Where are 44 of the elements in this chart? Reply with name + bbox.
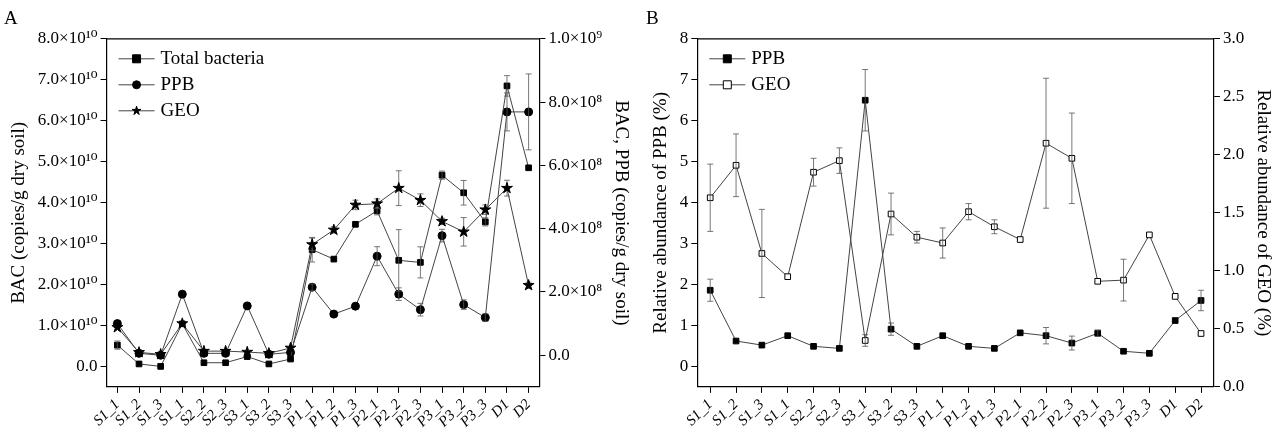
y2-axis-title: Relative abundance of GEO (%) [1252,89,1275,337]
y2-tick-label: 1.0×10⁹ [548,28,603,48]
y-tick-label: 7 [679,69,689,89]
y-tick-label: 0 [679,355,689,375]
y2-tick-label: 2.0×10⁸ [548,281,603,301]
y-tick-label: 6 [679,110,689,130]
y-tick-label: 8.0×10¹⁰ [37,28,98,48]
legend-label: PPB [751,46,786,68]
y-tick-label: 5 [679,151,689,171]
y2-tick-label: 6.0×10⁸ [548,154,603,174]
y-tick-label: 6.0×10¹⁰ [37,110,98,130]
chart-title: A [4,7,18,29]
y2-tick-label: 0.5 [1222,318,1245,338]
y2-tick-label: 3.0 [1222,28,1245,48]
x-tick-label: D2 [1180,395,1207,421]
y2-tick-label: 0.0 [1222,376,1245,396]
y-tick-label: 4.0×10¹⁰ [37,192,98,212]
y-axis-title: BAC (copies/g dry soil) [7,121,30,304]
y-tick-label: 8 [679,28,689,48]
y2-tick-label: 8.0×10⁸ [548,91,603,111]
legend-label: GEO [751,72,791,94]
x-tick-label: D1 [1155,395,1181,421]
y2-axis-title: BAC, PPB (copies/g dry soil) [610,100,633,326]
y-tick-label: 5.0×10¹⁰ [37,151,98,171]
y-tick-label: 0.0 [76,355,98,375]
chart-title: B [646,7,659,29]
legend-label: Total bacteria [160,46,265,68]
y2-tick-label: 2.0 [1222,144,1245,164]
y2-tick-label: 2.5 [1222,86,1245,106]
y-tick-label: 1 [679,314,689,334]
y2-tick-label: 0.0 [548,344,570,364]
y-tick-label: 4 [679,192,689,212]
y2-tick-label: 1.0 [1222,260,1245,280]
legend-label: PPB [160,72,195,94]
y-tick-label: 7.0×10¹⁰ [37,69,98,89]
y-tick-label: 3.0×10¹⁰ [37,233,98,253]
y-tick-label: 2.0×10¹⁰ [37,273,98,293]
y2-tick-label: 1.5 [1222,202,1245,222]
y2-tick-label: 4.0×10⁸ [548,218,603,238]
y-tick-label: 3 [679,233,689,253]
legend-label: GEO [160,98,200,120]
y-tick-label: 2 [679,273,689,293]
y-tick-label: 1.0×10¹⁰ [37,314,98,334]
y-axis-title: Relative abundance of PPB (%) [649,92,672,334]
